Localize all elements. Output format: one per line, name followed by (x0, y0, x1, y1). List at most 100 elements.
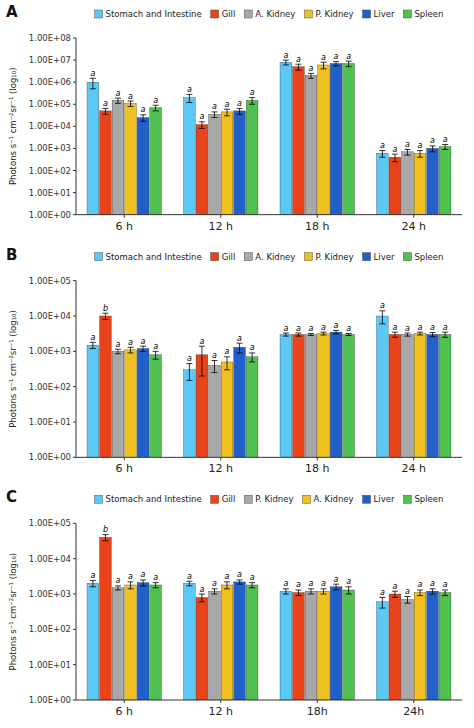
error-stem (92, 342, 93, 348)
legend-swatch (211, 495, 219, 503)
error-bar (321, 62, 327, 69)
error-stem (130, 347, 131, 353)
y-tick (73, 664, 76, 665)
legend-swatch (95, 10, 103, 18)
y-tick (73, 386, 76, 387)
stat-label: a (309, 579, 314, 588)
error-cap (308, 333, 314, 334)
y-tick (73, 38, 76, 39)
y-tick (73, 594, 76, 595)
error-stem (432, 589, 433, 594)
stat-label: a (187, 85, 192, 94)
error-bar (102, 313, 108, 319)
error-bar (379, 311, 385, 324)
error-bar (333, 62, 339, 66)
stat-label: a (334, 321, 339, 330)
error-cap (379, 597, 385, 598)
error-cap (333, 61, 339, 62)
stat-label: a (405, 324, 410, 333)
error-cap (379, 150, 385, 151)
bar (377, 153, 389, 214)
error-cap (153, 582, 159, 583)
bar (330, 64, 342, 215)
x-tick-label: 6 h (116, 220, 133, 233)
error-cap (102, 540, 108, 541)
error-stem (117, 349, 118, 354)
error-bar (153, 351, 159, 359)
error-cap (333, 330, 339, 331)
error-cap (283, 594, 289, 595)
error-stem (323, 332, 324, 335)
stat-label: a (225, 572, 230, 581)
error-bar (186, 94, 192, 102)
error-cap (346, 594, 352, 595)
error-stem (155, 583, 156, 588)
legend-label: Stomach and Intestine (106, 9, 202, 19)
bar (293, 334, 305, 457)
x-tick (413, 457, 414, 460)
error-cap (140, 585, 146, 586)
bar (137, 349, 149, 458)
x-axis-line (76, 700, 462, 701)
error-cap (404, 333, 410, 334)
y-axis-label: Photons s⁻¹ cm⁻²sr⁻¹ (log₁₀) (8, 68, 18, 186)
stat-label: a (346, 52, 351, 61)
error-bar (199, 346, 205, 376)
error-bar (295, 590, 301, 596)
bar (343, 334, 355, 457)
error-cap (308, 594, 314, 595)
error-bar (237, 108, 243, 114)
error-stem (445, 145, 446, 150)
error-bar (90, 342, 96, 348)
error-stem (239, 108, 240, 114)
panel: BStomach and IntestineGillA. KidneyP. Ki… (6, 246, 462, 476)
error-stem (189, 94, 190, 102)
bar (234, 111, 246, 215)
legend-label: A. Kidney (314, 494, 354, 504)
stat-label: a (346, 324, 351, 333)
stat-label: a (187, 572, 192, 581)
error-stem (285, 60, 286, 65)
legend-swatch (95, 253, 103, 261)
error-stem (189, 581, 190, 586)
bar (221, 362, 233, 457)
error-cap (90, 348, 96, 349)
y-tick-label: 1.00E+01 (29, 188, 71, 198)
bar (196, 125, 208, 215)
error-cap (321, 68, 327, 69)
error-cap (392, 161, 398, 162)
error-bar (237, 580, 243, 584)
error-cap (224, 356, 230, 357)
error-cap (237, 579, 243, 580)
bar (402, 599, 414, 700)
stat-label: a (392, 582, 397, 591)
error-cap (128, 352, 134, 353)
error-cap (430, 588, 436, 589)
error-cap (186, 94, 192, 95)
error-cap (295, 70, 301, 71)
x-tick-label: 12 h (209, 462, 233, 475)
error-cap (283, 336, 289, 337)
legend-label: Liver (374, 494, 395, 504)
bar (112, 351, 124, 457)
error-bar (199, 594, 205, 602)
error-cap (199, 594, 205, 595)
y-tick (73, 192, 76, 193)
stat-label: a (250, 573, 255, 582)
error-bar (211, 112, 217, 118)
stat-label: a (346, 577, 351, 586)
stat-label: a (237, 570, 242, 579)
error-cap (308, 588, 314, 589)
error-cap (237, 352, 243, 353)
x-axis-line (76, 214, 462, 215)
error-cap (333, 589, 339, 590)
bar (318, 591, 330, 700)
legend-item: Stomach and Intestine (95, 252, 202, 262)
error-stem (214, 589, 215, 594)
bar (100, 316, 112, 457)
x-tick (317, 215, 318, 218)
error-cap (283, 60, 289, 61)
error-cap (283, 588, 289, 589)
error-stem (239, 343, 240, 353)
x-tick (317, 457, 318, 460)
